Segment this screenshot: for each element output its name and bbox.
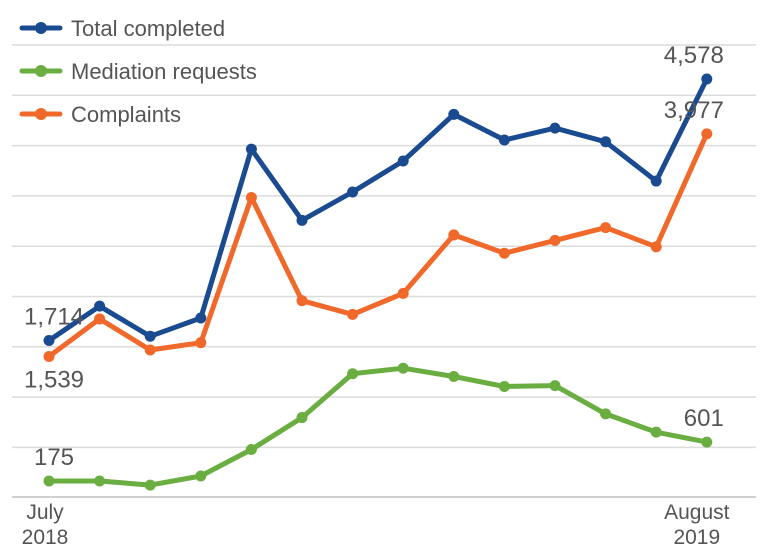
legend-swatch-marker [35,108,47,120]
data-point-complaints [397,287,409,299]
data-point-mediation-requests [144,479,156,491]
series-line-total-completed [46,76,710,343]
data-point-mediation-requests [397,362,409,374]
legend-label: Total completed [71,16,225,41]
data-point-mediation-requests [245,444,257,456]
data-point-complaints [549,234,561,246]
data-point-mediation-requests [43,475,55,487]
data-point-mediation-requests [195,470,207,482]
legend-swatch-marker [35,65,47,77]
data-point-total-completed [397,155,409,167]
data-point-total-completed [701,73,713,85]
data-point-complaints [650,241,662,253]
data-label: 1,539 [24,366,84,393]
data-point-total-completed [498,134,510,146]
data-point-mediation-requests [448,370,460,382]
legend-label: Complaints [71,102,181,127]
data-point-mediation-requests [296,412,308,424]
data-label: 3,977 [664,97,724,124]
data-point-total-completed [245,143,257,155]
legend: Total completed Mediation requests Complai… [19,16,257,127]
data-point-mediation-requests [701,436,713,448]
data-point-complaints [347,308,359,320]
data-point-total-completed [448,108,460,120]
data-point-complaints [94,313,106,325]
data-point-complaints [600,222,612,234]
data-point-mediation-requests [650,426,662,438]
data-label: 175 [34,444,74,471]
data-labels: 1,714 4,578 175 601 1,539 3,977 [24,42,724,471]
x-tick-label: August [664,501,730,524]
legend-swatch-marker [35,22,47,34]
data-point-total-completed [549,122,561,134]
series-layer [43,73,713,491]
data-point-mediation-requests [94,475,106,487]
legend-label: Mediation requests [71,59,257,84]
data-point-complaints [448,229,460,241]
data-point-complaints [144,344,156,356]
data-point-mediation-requests [549,380,561,392]
data-point-total-completed [94,300,106,312]
data-point-total-completed [650,175,662,187]
series-line-mediation-requests [46,365,710,488]
data-point-mediation-requests [498,381,510,393]
data-point-mediation-requests [347,368,359,380]
data-point-total-completed [195,312,207,324]
data-point-total-completed [296,214,308,226]
data-label: 1,714 [24,303,84,330]
x-tick-label: July [26,501,64,524]
gridlines [12,44,756,449]
data-point-complaints [43,350,55,362]
data-label: 4,578 [664,42,724,69]
x-tick-label: 2019 [673,526,720,549]
data-point-mediation-requests [600,408,612,420]
data-point-total-completed [347,186,359,198]
data-point-complaints [245,191,257,203]
data-point-total-completed [144,330,156,342]
x-tick-label: 2018 [22,526,69,549]
data-point-complaints [498,247,510,259]
data-point-complaints [701,128,713,140]
data-label: 601 [684,405,724,432]
data-point-complaints [195,337,207,349]
data-point-total-completed [43,334,55,346]
series-line-complaints [46,131,710,359]
data-point-total-completed [600,136,612,148]
data-point-complaints [296,295,308,307]
